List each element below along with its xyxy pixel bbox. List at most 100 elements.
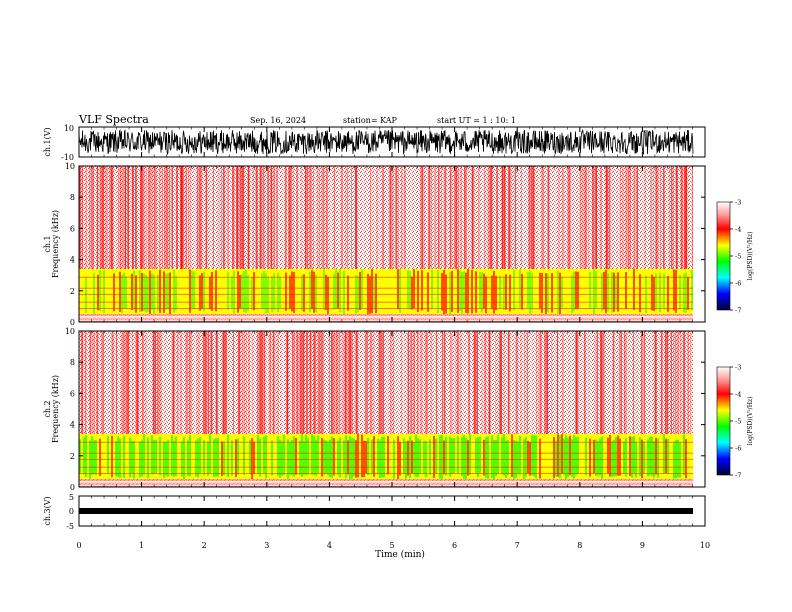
spectrogram-column: [639, 274, 641, 313]
spectrogram-column: [313, 435, 315, 476]
spectrogram-column: [479, 436, 481, 474]
spectrogram-column: [505, 274, 507, 310]
spectrogram-streak: [569, 166, 571, 269]
spectrogram-streak: [675, 331, 676, 434]
spectrogram-streak: [82, 331, 84, 434]
spectrogram-column: [503, 276, 505, 311]
spectrogram-column: [687, 276, 689, 310]
spectrogram-column: [539, 438, 541, 479]
spectrogram-streak: [622, 166, 624, 269]
spectrogram-column: [119, 271, 121, 312]
spectrogram-column: [673, 441, 675, 479]
spectrogram-column: [665, 438, 667, 474]
spectrogram-streak: [532, 166, 534, 269]
spectrogram-streak: [189, 331, 191, 434]
spectrogram-line: [79, 484, 693, 486]
spectrogram-streak: [131, 331, 133, 434]
spectrogram-column: [421, 270, 423, 311]
spectrogram-column: [339, 269, 341, 313]
spectrogram-column: [167, 440, 169, 477]
spectrogram-column: [677, 270, 679, 310]
spectrogram-column: [441, 273, 443, 311]
spectrogram-streak: [241, 166, 243, 269]
spectrogram-column: [247, 437, 249, 478]
spectrogram-streak: [140, 166, 142, 269]
spectrogram-streak: [509, 331, 511, 434]
spectrogram-column: [683, 273, 685, 313]
spectrogram-column: [159, 269, 161, 313]
spectrogram-streak: [205, 166, 208, 269]
spectrogram-column: [109, 441, 111, 475]
spectrogram-column: [321, 274, 323, 309]
spectrogram-streak: [120, 331, 122, 434]
time-axis-labels: 0 1 2 3 4 5 6 7 8 9 10: [76, 541, 710, 550]
spectrogram-streak: [339, 331, 341, 434]
spectrogram-column: [439, 273, 441, 314]
spectrogram-column: [293, 271, 295, 313]
spectrogram-column: [489, 434, 491, 476]
spectrogram-column: [123, 435, 125, 478]
spectrogram-streak: [205, 331, 207, 434]
colorbar-ch1-label: log(PSD)(V²/Hz): [747, 232, 754, 281]
spectrogram-streak: [146, 166, 147, 269]
spectrogram-column: [503, 434, 505, 476]
spectrogram-column: [555, 274, 557, 312]
spectrogram-column: [219, 440, 221, 474]
spectrogram-column: [143, 273, 145, 312]
spectrogram-column: [597, 269, 599, 312]
spectrogram-column: [285, 435, 287, 478]
spectrogram-streak: [401, 331, 402, 434]
spectrogram-column: [117, 276, 119, 314]
spectrogram-column: [341, 436, 343, 475]
spectrogram-column: [289, 275, 291, 309]
spectrogram-streak: [681, 166, 683, 269]
spectrogram-line: [79, 315, 693, 317]
spectrogram-streak: [102, 331, 104, 434]
spectrogram-column: [569, 270, 571, 314]
spectrogram-streak: [309, 166, 311, 269]
spectrogram-streak: [643, 331, 646, 434]
spectrogram-column: [459, 441, 461, 475]
spectrogram-streak: [562, 166, 564, 269]
ch1-spectrogram-image: [79, 166, 705, 322]
spectrogram-streak: [619, 331, 621, 434]
spectrogram-streak: [450, 166, 453, 269]
spectrogram-line: [79, 317, 693, 319]
spectrogram-column: [199, 437, 201, 475]
spectrogram-column: [313, 271, 315, 313]
spectrogram-streak: [159, 166, 161, 269]
spectrogram-streak: [293, 331, 296, 434]
spectrogram-streak: [456, 331, 459, 434]
spectrogram-column: [587, 272, 589, 313]
spectrogram-column: [623, 441, 625, 474]
spectrogram-streak: [579, 166, 582, 269]
spectrogram-column: [317, 435, 319, 474]
spectrogram-streak: [575, 331, 578, 434]
spectrogram-streak: [116, 331, 117, 434]
spectrogram-column: [209, 276, 211, 309]
spectrogram-column: [283, 274, 285, 311]
spectrogram-streak: [270, 166, 273, 269]
spectrogram-streak: [335, 331, 337, 434]
spectrogram-streak: [258, 331, 260, 434]
figure-title: VLF Spectra: [78, 113, 149, 126]
spectrogram-streak: [620, 166, 621, 269]
spectrogram-column: [567, 271, 569, 309]
spectrogram-streak: [559, 166, 560, 269]
spectrogram-streak: [140, 166, 142, 269]
spectrogram-streak: [224, 331, 226, 434]
spectrogram-streak: [122, 166, 124, 269]
spectrogram-column: [395, 270, 397, 310]
spectrogram-streak: [624, 331, 626, 434]
spectrogram-column: [579, 270, 581, 312]
spectrogram-column: [517, 441, 519, 474]
spectrogram-streak: [252, 331, 253, 434]
spectrogram-streak: [168, 166, 171, 269]
spectrogram-streak: [215, 331, 218, 434]
spectrogram-streak: [655, 331, 657, 434]
spectrogram-column: [543, 272, 545, 311]
spectrogram-streak: [117, 166, 120, 269]
spectrogram-column: [397, 269, 399, 310]
spectrogram-column: [617, 435, 619, 476]
spectrogram-column: [179, 437, 181, 476]
